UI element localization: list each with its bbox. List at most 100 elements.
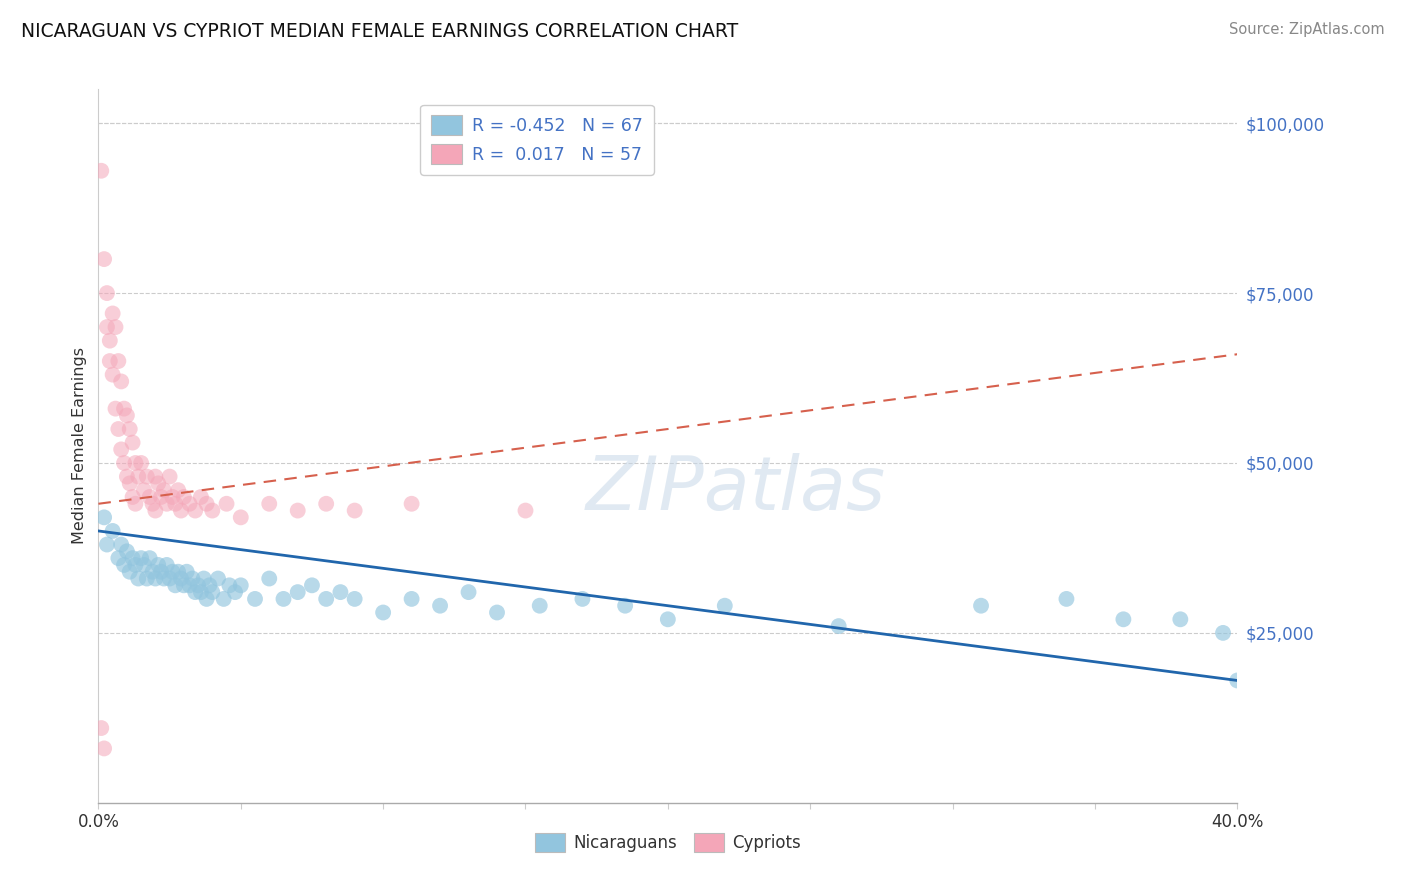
Point <box>127 572 149 586</box>
Point <box>115 469 138 483</box>
Point <box>970 599 993 613</box>
Point <box>156 558 179 572</box>
Point <box>457 585 479 599</box>
Point <box>190 490 212 504</box>
Point <box>93 510 115 524</box>
Point <box>515 503 537 517</box>
Point <box>159 572 181 586</box>
Point <box>201 585 224 599</box>
Point <box>138 551 160 566</box>
Point <box>132 558 155 572</box>
Point <box>115 409 138 423</box>
Point <box>115 544 138 558</box>
Point <box>218 578 240 592</box>
Point <box>121 490 143 504</box>
Point <box>129 551 152 566</box>
Text: NICARAGUAN VS CYPRIOT MEDIAN FEMALE EARNINGS CORRELATION CHART: NICARAGUAN VS CYPRIOT MEDIAN FEMALE EARN… <box>21 22 738 41</box>
Point <box>1226 673 1249 688</box>
Point <box>287 503 309 517</box>
Point <box>138 490 160 504</box>
Point <box>129 456 152 470</box>
Point <box>148 476 170 491</box>
Point <box>96 320 118 334</box>
Point <box>215 497 238 511</box>
Point <box>401 497 423 511</box>
Point <box>486 606 509 620</box>
Point <box>112 558 135 572</box>
Y-axis label: Median Female Earnings: Median Female Earnings <box>72 348 87 544</box>
Point <box>141 497 163 511</box>
Point <box>229 510 252 524</box>
Point <box>343 591 366 606</box>
Point <box>162 565 184 579</box>
Point <box>170 572 193 586</box>
Point <box>179 578 201 592</box>
Point <box>162 490 184 504</box>
Point <box>1056 591 1078 606</box>
Point <box>193 572 215 586</box>
Point <box>1112 612 1135 626</box>
Point <box>150 565 173 579</box>
Point <box>124 497 146 511</box>
Point <box>529 599 551 613</box>
Point <box>373 606 395 620</box>
Point <box>141 565 163 579</box>
Point <box>229 578 252 592</box>
Point <box>124 558 146 572</box>
Point <box>315 591 337 606</box>
Point <box>148 558 170 572</box>
Point <box>198 578 221 592</box>
Point <box>329 585 352 599</box>
Point <box>187 578 209 592</box>
Point <box>224 585 246 599</box>
Point <box>167 565 190 579</box>
Point <box>145 469 167 483</box>
Point <box>273 591 295 606</box>
Point <box>93 252 115 266</box>
Point <box>153 572 176 586</box>
Point <box>657 612 679 626</box>
Point <box>96 537 118 551</box>
Point <box>150 490 173 504</box>
Point <box>207 572 229 586</box>
Text: ZIPatlas: ZIPatlas <box>586 453 886 524</box>
Point <box>190 585 212 599</box>
Point <box>107 422 129 436</box>
Point <box>1212 626 1234 640</box>
Point <box>110 537 132 551</box>
Point <box>145 503 167 517</box>
Legend: Nicaraguans, Cypriots: Nicaraguans, Cypriots <box>529 826 807 859</box>
Point <box>165 578 187 592</box>
Point <box>118 565 141 579</box>
Point <box>165 497 187 511</box>
Point <box>259 497 281 511</box>
Point <box>315 497 337 511</box>
Point <box>121 435 143 450</box>
Point <box>107 354 129 368</box>
Point <box>112 456 135 470</box>
Point <box>145 572 167 586</box>
Point <box>156 497 179 511</box>
Point <box>110 442 132 457</box>
Point <box>124 456 146 470</box>
Point <box>93 741 115 756</box>
Point <box>90 163 112 178</box>
Point <box>118 422 141 436</box>
Point <box>159 469 181 483</box>
Point <box>101 524 124 538</box>
Point <box>167 483 190 498</box>
Point <box>614 599 637 613</box>
Point <box>107 551 129 566</box>
Point <box>195 497 218 511</box>
Point <box>98 334 121 348</box>
Point <box>176 565 198 579</box>
Text: Source: ZipAtlas.com: Source: ZipAtlas.com <box>1229 22 1385 37</box>
Point <box>195 591 218 606</box>
Point <box>98 354 121 368</box>
Point <box>201 503 224 517</box>
Point <box>181 572 204 586</box>
Point <box>170 503 193 517</box>
Point <box>212 591 235 606</box>
Point <box>179 497 201 511</box>
Point <box>90 721 112 735</box>
